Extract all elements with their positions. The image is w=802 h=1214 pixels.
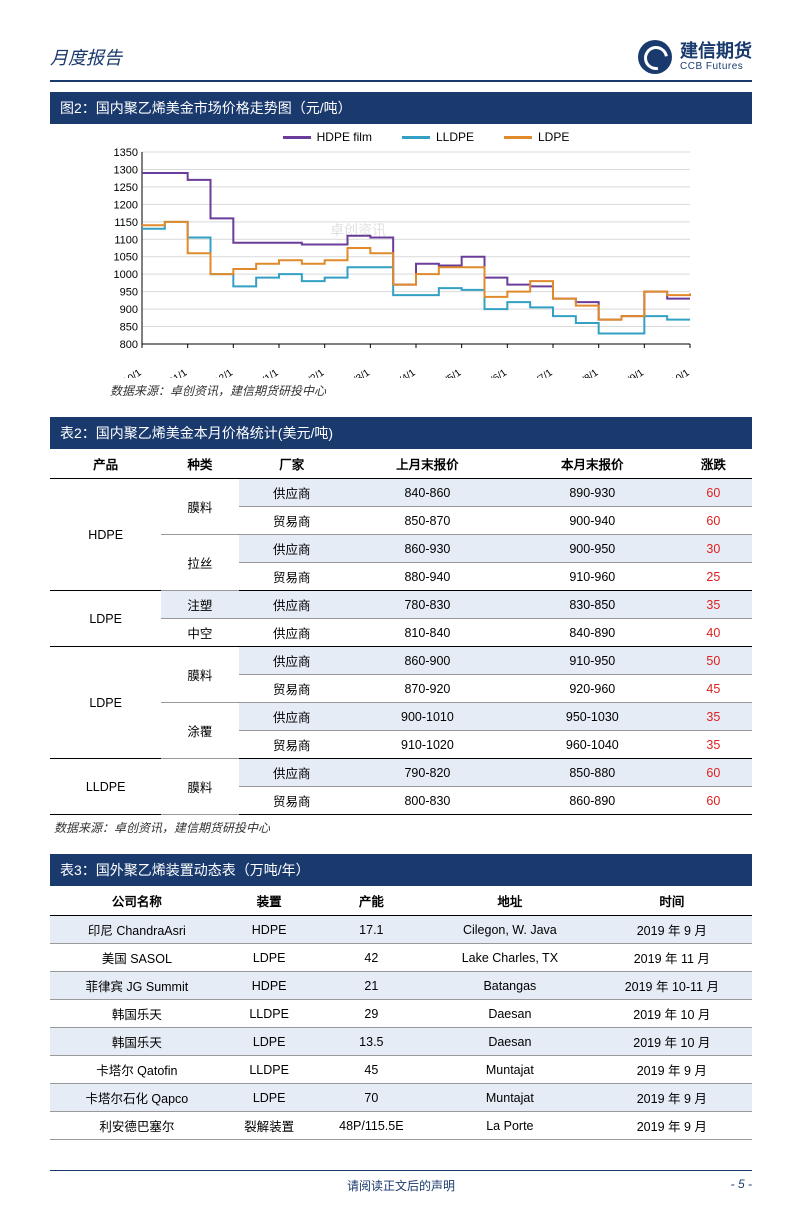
svg-text:18/11/1: 18/11/1: [156, 367, 189, 378]
svg-text:1100: 1100: [114, 234, 138, 246]
table-row: LDPE注塑供应商780-830830-85035: [50, 591, 752, 619]
legend-item: LDPE: [504, 130, 569, 144]
chart2-svg: 800 850 900 950 1000 1050 1100 1150 1200 1250 1300…: [100, 148, 700, 378]
table-row: HDPE膜料供应商840-860890-93060: [50, 479, 752, 507]
table2-col: 涨跌: [675, 449, 752, 479]
table-row: 卡塔尔石化 QapcoLDPE70Muntajat2019 年 9 月: [50, 1084, 752, 1112]
logo-text-en: CCB Futures: [680, 61, 752, 72]
table3-col: 装置: [224, 886, 315, 916]
footer-page: - 5 -: [692, 1177, 752, 1194]
legend-item: HDPE film: [283, 130, 372, 144]
table-row: 韩国乐天LDPE13.5Daesan2019 年 10 月: [50, 1028, 752, 1056]
footer-disclaimer: 请阅读正文后的声明: [110, 1177, 692, 1194]
table-row: 卡塔尔 QatofinLLDPE45Muntajat2019 年 9 月: [50, 1056, 752, 1084]
chart2: HDPE film LLDPE LDPE 800 850 900 950 1000 1050 1…: [100, 130, 752, 378]
chart2-source: 数据来源：卓创资讯，建信期货研投中心: [110, 382, 752, 399]
svg-text:950: 950: [120, 287, 138, 299]
table2: 产品种类厂家上月末报价本月末报价涨跌HDPE膜料供应商840-860890-93…: [50, 449, 752, 815]
svg-text:1300: 1300: [114, 164, 138, 176]
svg-text:19/7/1: 19/7/1: [526, 367, 555, 378]
table-row: 印尼 ChandraAsriHDPE17.1Cilegon, W. Java20…: [50, 916, 752, 944]
svg-text:19/4/1: 19/4/1: [389, 367, 418, 378]
chart2-title: 图2：国内聚乙烯美金市场价格走势图（元/吨）: [50, 92, 752, 124]
svg-text:19/5/1: 19/5/1: [434, 367, 463, 378]
table3-title: 表3：国外聚乙烯装置动态表（万吨/年）: [50, 854, 752, 886]
table-row: LDPE膜料供应商860-900910-95050: [50, 647, 752, 675]
svg-text:1050: 1050: [114, 252, 138, 264]
svg-text:1000: 1000: [114, 269, 138, 281]
svg-text:800: 800: [120, 339, 138, 351]
chart2-legend: HDPE film LLDPE LDPE: [100, 130, 752, 144]
svg-text:19/6/1: 19/6/1: [480, 367, 509, 378]
svg-text:1250: 1250: [114, 182, 138, 194]
table3-col: 公司名称: [50, 886, 224, 916]
svg-text:19/10/1: 19/10/1: [658, 367, 692, 378]
table2-col: 上月末报价: [345, 449, 510, 479]
table-row: 韩国乐天LLDPE29Daesan2019 年 10 月: [50, 1000, 752, 1028]
table-row: 菲律宾 JG SummitHDPE21Batangas2019 年 10-11 …: [50, 972, 752, 1000]
table3-col: 时间: [592, 886, 752, 916]
logo-icon: [638, 40, 672, 74]
legend-item: LLDPE: [402, 130, 474, 144]
table2-source: 数据来源：卓创资讯，建信期货研投中心: [54, 819, 752, 836]
svg-text:1150: 1150: [114, 217, 138, 229]
brand-logo: 建信期货 CCB Futures: [638, 40, 752, 74]
table-row: LLDPE膜料供应商790-820850-88060: [50, 759, 752, 787]
table2-col: 产品: [50, 449, 161, 479]
table2-col: 本月末报价: [510, 449, 675, 479]
svg-text:850: 850: [120, 322, 138, 334]
svg-text:18/12/1: 18/12/1: [201, 367, 235, 378]
svg-text:19/9/1: 19/9/1: [617, 367, 646, 378]
svg-text:19/1/1: 19/1/1: [252, 367, 281, 378]
table3-col: 地址: [428, 886, 592, 916]
page-header: 月度报告 建信期货 CCB Futures: [50, 40, 752, 82]
table2-col: 厂家: [239, 449, 345, 479]
svg-text:18/10/1: 18/10/1: [110, 367, 144, 378]
page-footer: 请阅读正文后的声明 - 5 -: [50, 1170, 752, 1194]
table2-col: 种类: [161, 449, 238, 479]
svg-text:1200: 1200: [114, 199, 138, 211]
svg-text:19/2/1: 19/2/1: [297, 367, 326, 378]
report-title: 月度报告: [50, 44, 122, 70]
table-row: 美国 SASOLLDPE42Lake Charles, TX2019 年 11 …: [50, 944, 752, 972]
svg-text:1350: 1350: [114, 148, 138, 159]
table2-title: 表2：国内聚乙烯美金本月价格统计(美元/吨): [50, 417, 752, 449]
table3-col: 产能: [315, 886, 428, 916]
table-row: 利安德巴塞尔裂解装置48P/115.5ELa Porte2019 年 9 月: [50, 1112, 752, 1140]
logo-text-cn: 建信期货: [680, 42, 752, 62]
svg-text:900: 900: [120, 304, 138, 316]
table3: 公司名称装置产能地址时间印尼 ChandraAsriHDPE17.1Cilego…: [50, 886, 752, 1140]
svg-text:19/3/1: 19/3/1: [343, 367, 372, 378]
svg-text:19/8/1: 19/8/1: [571, 367, 600, 378]
